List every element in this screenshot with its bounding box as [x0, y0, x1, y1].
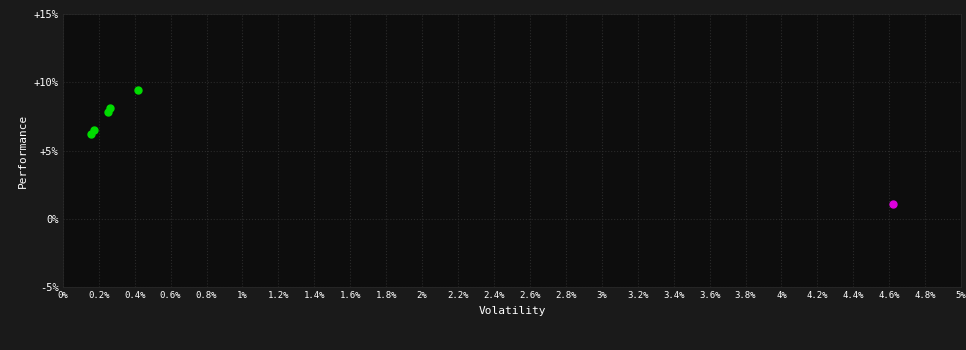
Point [130, 88, 146, 93]
Point [885, 202, 900, 207]
Point [83, 131, 99, 137]
Point [87, 127, 102, 133]
Point [100, 110, 116, 115]
X-axis label: Volatility: Volatility [478, 306, 546, 316]
Y-axis label: Performance: Performance [18, 113, 28, 188]
Point [101, 105, 117, 111]
